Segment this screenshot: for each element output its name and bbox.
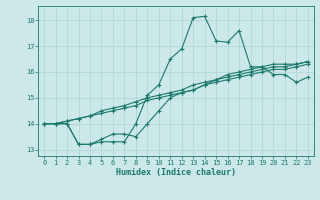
X-axis label: Humidex (Indice chaleur): Humidex (Indice chaleur) <box>116 168 236 177</box>
